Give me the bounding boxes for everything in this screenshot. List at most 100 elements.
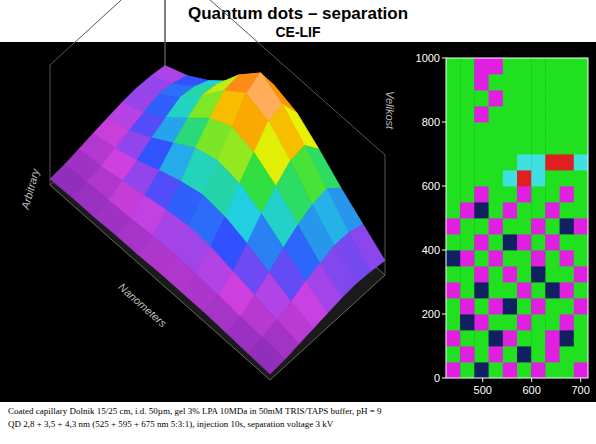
heatmap-cell: [489, 314, 504, 330]
heatmap-chart: 02004006008001000500600700: [416, 52, 590, 396]
heatmap-cell: [503, 90, 518, 106]
heatmap-cell: [489, 90, 504, 106]
heatmap-cell: [474, 106, 489, 122]
heatmap-cell: [474, 154, 489, 170]
heatmap-cell: [545, 170, 560, 186]
y-tick-label: 800: [422, 116, 440, 128]
heatmap-cell: [560, 346, 575, 362]
axis-title-z: Arbitrary: [19, 166, 42, 212]
heatmap-cell: [531, 282, 546, 298]
heatmap-cell: [460, 314, 475, 330]
heatmap-cell: [446, 298, 461, 314]
heatmap-cell: [503, 154, 518, 170]
heatmap-cell: [517, 106, 532, 122]
heatmap-cell: [517, 186, 532, 202]
heatmap-cell: [560, 74, 575, 90]
heatmap-cell: [474, 138, 489, 154]
heatmap-cell: [503, 170, 518, 186]
heatmap-cell: [460, 346, 475, 362]
heatmap-cell: [545, 202, 560, 218]
heatmap-cell: [503, 186, 518, 202]
heatmap-cell: [531, 250, 546, 266]
heatmap-cell: [574, 74, 588, 90]
heatmap-cell: [574, 58, 588, 74]
heatmap-cell: [517, 74, 532, 90]
caption-line: Coated capillary Dolnik 15/25 cm, i.d. 5…: [8, 406, 382, 416]
heatmap-cell: [574, 218, 588, 234]
heatmap-cell: [574, 138, 588, 154]
heatmap-cell: [489, 202, 504, 218]
heatmap-cell: [474, 346, 489, 362]
heatmap-cell: [446, 170, 461, 186]
heatmap-cell: [474, 218, 489, 234]
heatmap-cell: [517, 90, 532, 106]
heatmap-cell: [545, 298, 560, 314]
heatmap-cell: [574, 106, 588, 122]
heatmap-cell: [446, 282, 461, 298]
page: {"title": "Quantum dots – separation", "…: [0, 0, 596, 444]
heatmap-cell: [446, 58, 461, 74]
heatmap-cell: [517, 298, 532, 314]
heatmap-cell: [545, 186, 560, 202]
heatmap-cell: [460, 138, 475, 154]
heatmap-cell: [545, 346, 560, 362]
heatmap-cell: [474, 74, 489, 90]
x-tick-label: 600: [523, 384, 541, 396]
heatmap-cell: [460, 298, 475, 314]
heatmap-cell: [446, 186, 461, 202]
heatmap-cell: [503, 362, 518, 378]
heatmap-cell: [531, 314, 546, 330]
heatmap-cell: [503, 202, 518, 218]
heatmap-cell: [446, 346, 461, 362]
heatmap-cell: [503, 314, 518, 330]
y-tick-label: 400: [422, 244, 440, 256]
heatmap-cell: [517, 250, 532, 266]
heatmap-cell: [489, 106, 504, 122]
heatmap-cell: [545, 234, 560, 250]
heatmap-cell: [531, 122, 546, 138]
heatmap-cell: [503, 218, 518, 234]
heatmap-cell: [560, 234, 575, 250]
heatmap-cell: [446, 202, 461, 218]
heatmap-cell: [460, 282, 475, 298]
heatmap-cell: [460, 58, 475, 74]
slide: Quantum dots – separationCE-LIFArbitrary…: [0, 0, 596, 444]
axis-title-y: Velikost: [384, 91, 396, 130]
heatmap-cell: [574, 362, 588, 378]
heatmap-cell: [474, 90, 489, 106]
heatmap-cell: [560, 250, 575, 266]
heatmap-cell: [560, 314, 575, 330]
heatmap-cell: [474, 298, 489, 314]
heatmap-cell: [460, 266, 475, 282]
plot-frame: [446, 58, 588, 378]
heatmap-cell: [531, 330, 546, 346]
heatmap-cell: [517, 346, 532, 362]
y-tick: [442, 122, 446, 123]
heatmap-cell: [474, 170, 489, 186]
heatmap-cell: [446, 250, 461, 266]
y-tick-label: 600: [422, 180, 440, 192]
heatmap-cell: [531, 90, 546, 106]
heatmap-cell: [474, 202, 489, 218]
x-tick: [482, 378, 483, 382]
heatmap-cell: [503, 74, 518, 90]
heatmap-cell: [545, 106, 560, 122]
heatmap-cell: [460, 154, 475, 170]
heatmap-cell: [545, 266, 560, 282]
heatmap-cells: [446, 58, 588, 378]
heatmap-cell: [446, 362, 461, 378]
heatmap-cell: [503, 106, 518, 122]
heatmap-cell: [574, 170, 588, 186]
heatmap-cell: [531, 154, 546, 170]
heatmap-cell: [474, 330, 489, 346]
back-wall: [165, 0, 385, 275]
heatmap-cell: [545, 138, 560, 154]
heatmap-cell: [545, 58, 560, 74]
heatmap-cell: [503, 330, 518, 346]
x-tick-label: 500: [474, 384, 492, 396]
surface-mesh: [50, 66, 385, 374]
heatmap-cell: [474, 186, 489, 202]
heatmap-cell: [460, 330, 475, 346]
heatmap-cell: [574, 330, 588, 346]
heatmap-cell: [517, 58, 532, 74]
